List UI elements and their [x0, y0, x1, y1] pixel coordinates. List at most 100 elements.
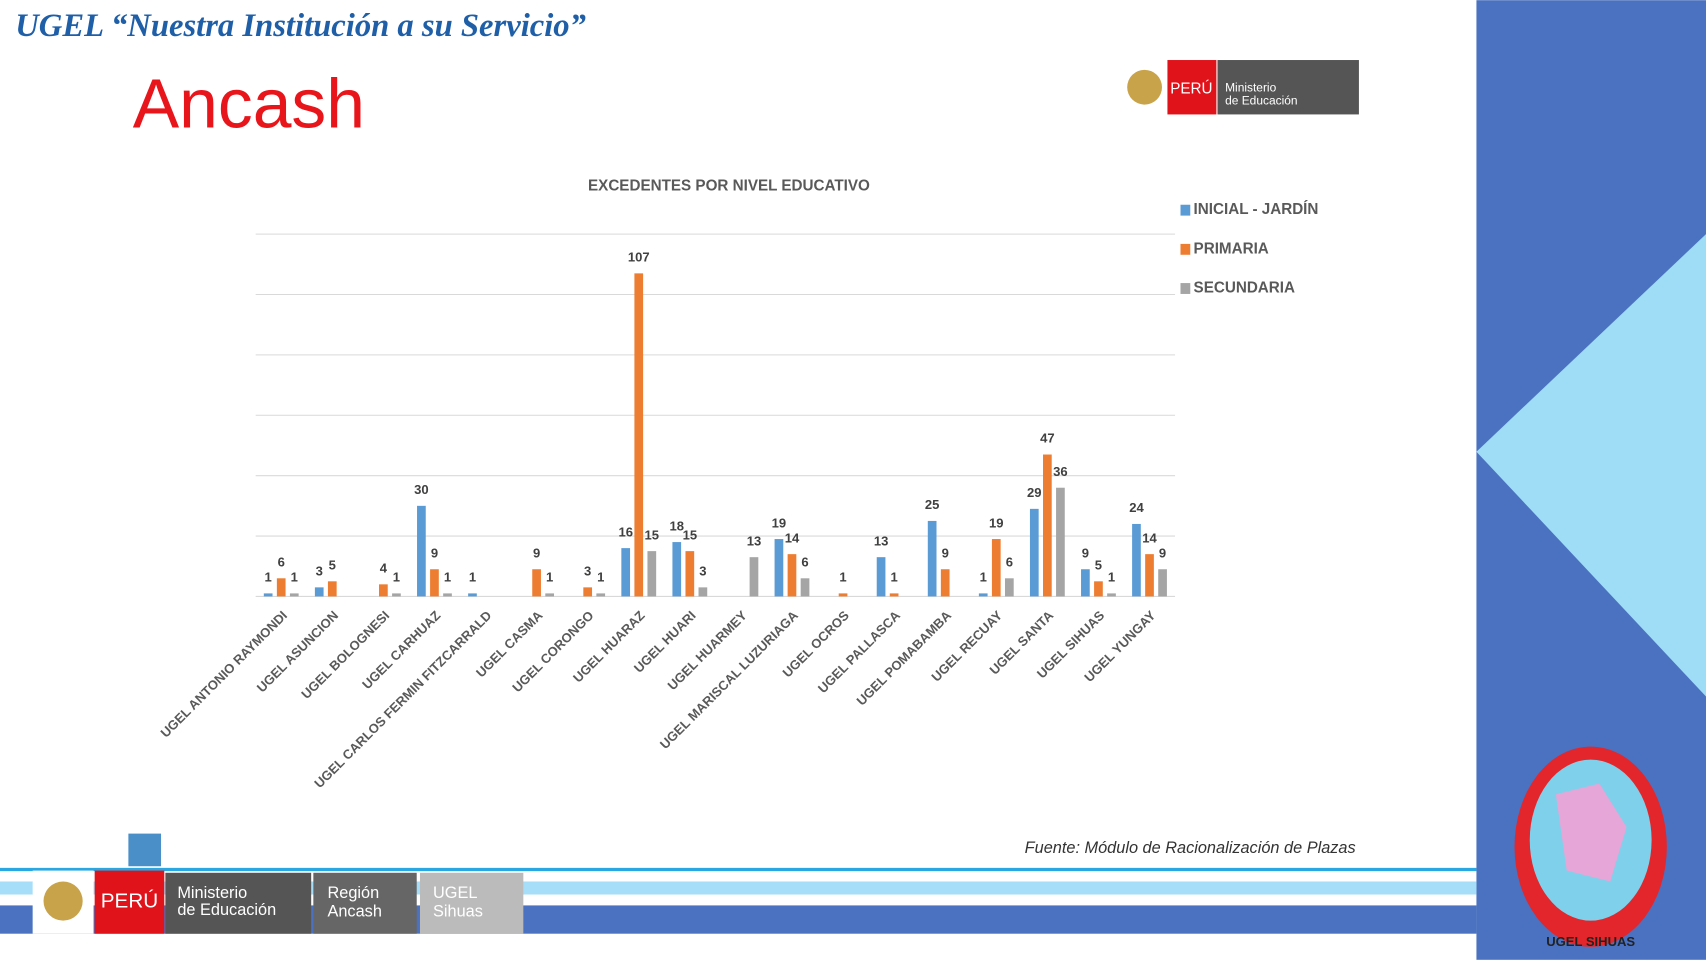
bar: [443, 593, 452, 597]
data-label: 1: [891, 570, 898, 585]
bar: [263, 593, 273, 597]
data-label: 15: [645, 527, 660, 542]
legend-label: INICIAL - JARDÍN: [1194, 201, 1319, 218]
data-label: 3: [584, 564, 591, 579]
bar: [1056, 487, 1065, 597]
footer-region-box: [313, 872, 417, 934]
x-tick-label: UGEL BOLOGNESI: [298, 608, 392, 702]
bar: [991, 539, 1001, 597]
data-label: 9: [533, 545, 540, 560]
bar: [749, 557, 759, 597]
data-label: 3: [316, 564, 323, 579]
footer-ugel-box: [419, 872, 524, 934]
data-label: 25: [925, 497, 940, 512]
data-label: 19: [989, 515, 1004, 530]
bar: [876, 557, 886, 597]
bar: [774, 539, 784, 597]
source: Fuente: Módulo de Racionalización de Pla…: [1025, 839, 1356, 857]
legend-swatch: [1180, 243, 1191, 255]
footer-ministry: Ministerio: [177, 884, 247, 902]
data-label: 1: [980, 570, 987, 585]
data-label: 3: [699, 564, 706, 579]
data-label: 14: [785, 530, 800, 545]
data-label: 13: [874, 533, 889, 548]
data-label: 24: [1129, 500, 1144, 515]
data-label: 6: [278, 555, 285, 570]
bar: [1029, 508, 1039, 597]
bar: [314, 587, 324, 597]
bar: [800, 578, 810, 597]
bar: [672, 542, 682, 597]
data-label: 36: [1053, 464, 1068, 479]
bar: [698, 587, 708, 597]
bar: [1081, 569, 1090, 597]
bar: [379, 584, 388, 597]
footer-region: Ancash: [327, 902, 381, 920]
logo-grey: [1217, 60, 1359, 115]
x-tick-label: UGEL POMABAMBA: [853, 607, 954, 708]
footer-region: Región: [327, 884, 379, 902]
data-label: 30: [414, 482, 429, 497]
bar: [978, 593, 988, 597]
bar: [532, 569, 541, 597]
footer-ministry-box: [165, 872, 312, 934]
data-label: 13: [747, 533, 762, 548]
data-label: 47: [1040, 431, 1055, 446]
data-label: 4: [380, 561, 388, 576]
bar: [583, 587, 593, 597]
data-label: 9: [942, 545, 949, 560]
slogan: UGEL “Nuestra Institución a su Servicio”: [15, 8, 586, 44]
data-label: 9: [1082, 545, 1089, 560]
footer-country: PERÚ: [101, 890, 158, 913]
data-label: 107: [628, 250, 650, 265]
bar: [1043, 454, 1052, 597]
bar: [1004, 578, 1014, 597]
logo-ministry: Ministerio: [1225, 80, 1276, 94]
bar: [430, 569, 439, 597]
region-title: Ancash: [133, 64, 365, 142]
data-label: 15: [683, 527, 698, 542]
footer-red: [94, 870, 165, 934]
bar: [787, 554, 797, 597]
bar: [1145, 554, 1154, 597]
legend-label: PRIMARIA: [1194, 240, 1269, 257]
bar: [1094, 581, 1103, 597]
bar: [1107, 593, 1116, 597]
logo-ministry: de Educación: [1225, 94, 1297, 108]
bar: [545, 593, 555, 597]
bar: [927, 520, 937, 597]
bar: [685, 551, 695, 597]
back-button[interactable]: [128, 833, 162, 867]
bar: [327, 581, 337, 597]
bar: [621, 548, 631, 597]
legend-swatch: [1180, 204, 1191, 216]
data-label: 1: [393, 570, 400, 585]
data-label: 6: [801, 555, 808, 570]
data-label: 1: [265, 570, 272, 585]
footer-ugel: UGEL: [433, 884, 477, 902]
footer-shield: [43, 881, 83, 921]
emblem-map: [1555, 783, 1627, 882]
data-label: 16: [618, 524, 633, 539]
x-tick-label: UGEL CARLOS FERMIN FITZCARRALD: [311, 608, 494, 791]
data-label: 1: [597, 570, 604, 585]
bar: [289, 593, 299, 597]
footer-ministry: de Educación: [177, 901, 276, 919]
footer-ugel: Sihuas: [433, 902, 483, 920]
bar: [392, 593, 401, 597]
data-label: 5: [1095, 558, 1102, 573]
logo-red: [1167, 60, 1217, 115]
chart-title: EXCEDENTES POR NIVEL EDUCATIVO: [588, 177, 870, 194]
bar: [838, 593, 848, 597]
logo-shield: [1127, 69, 1162, 105]
bar: [468, 593, 477, 597]
emblem-label: UGEL SIHUAS: [1546, 934, 1635, 949]
data-label: 1: [1108, 570, 1115, 585]
data-label: 9: [431, 545, 438, 560]
data-label: 5: [329, 558, 336, 573]
legend-swatch: [1180, 283, 1191, 294]
bar: [1158, 569, 1167, 597]
